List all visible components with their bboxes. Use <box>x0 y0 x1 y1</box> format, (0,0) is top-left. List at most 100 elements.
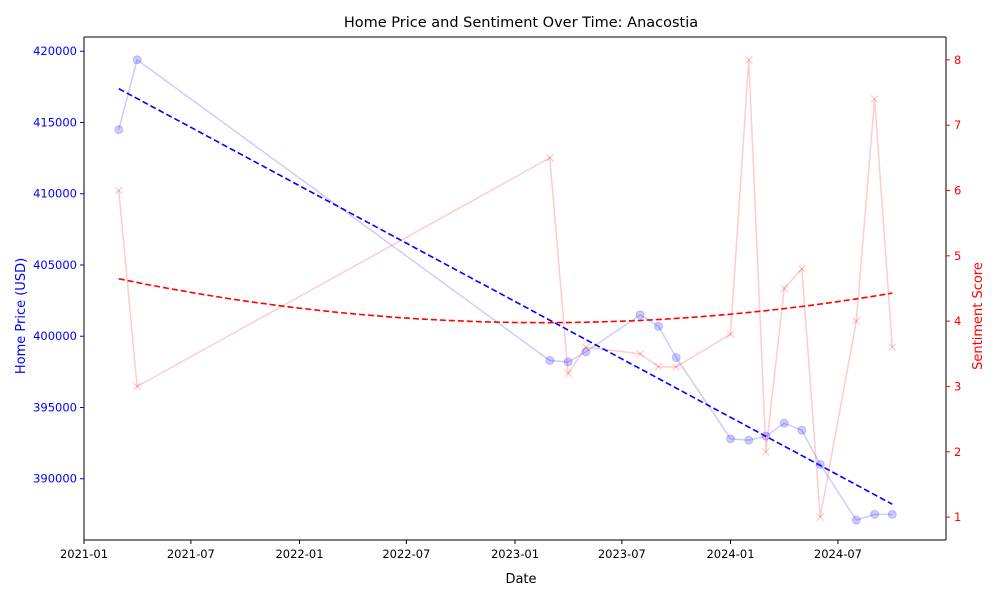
sentiment-marker-stroke <box>672 363 681 371</box>
sentiment-marker-stroke <box>726 330 735 339</box>
sentiment-point <box>114 186 123 195</box>
y-left-tick-label: 415000 <box>33 115 77 129</box>
sentiment-marker-stroke <box>636 349 645 358</box>
sentiment-marker-stroke <box>564 369 572 378</box>
sentiment-marker-stroke <box>762 447 770 456</box>
x-axis-label: Date <box>505 572 536 587</box>
sentiment-marker-stroke <box>852 317 861 326</box>
sentiment-point <box>726 330 735 339</box>
x-tick-label: 2024-01 <box>706 547 754 561</box>
home-price-point <box>563 357 573 367</box>
y-right-tick-label: 3 <box>954 379 961 393</box>
y-left-tick-label: 390000 <box>33 472 77 486</box>
sentiment-point <box>636 349 645 358</box>
sentiment-marker-stroke <box>654 363 663 371</box>
sentiment-marker-stroke <box>672 363 681 371</box>
sentiment-marker-stroke <box>545 153 554 162</box>
sentiment-marker-stroke <box>798 265 806 273</box>
sentiment-marker-stroke <box>816 513 825 521</box>
x-tick-label: 2021-07 <box>167 547 215 561</box>
sentiment-point <box>780 284 789 293</box>
home-price-point <box>851 515 861 525</box>
y-right-tick-label: 1 <box>954 510 961 524</box>
home-price-trendline <box>118 87 893 505</box>
sentiment-point <box>133 382 141 391</box>
sentiment-marker-stroke <box>780 284 789 293</box>
sentiment-marker-stroke <box>744 56 753 64</box>
sentiment-point <box>654 363 663 371</box>
y-right-tick-label: 5 <box>954 249 961 263</box>
sentiment-point <box>762 447 770 456</box>
home-price-point <box>114 125 124 135</box>
sentiment-marker-stroke <box>581 343 590 352</box>
y-left-tick-label: 395000 <box>33 400 77 414</box>
sentiment-point <box>870 95 879 103</box>
sentiment-marker-stroke <box>564 369 572 378</box>
sentiment-marker-stroke <box>133 382 141 391</box>
home-price-point <box>653 321 663 331</box>
x-tick-label: 2024-07 <box>814 547 862 561</box>
y-right-tick-label: 7 <box>954 118 961 132</box>
home-price-point <box>671 353 681 363</box>
x-tick-label: 2021-01 <box>60 547 108 561</box>
sentiment-point <box>564 369 572 378</box>
home-price-point <box>635 310 645 320</box>
y-left-tick-label: 405000 <box>33 258 77 272</box>
home-price-series <box>114 55 897 525</box>
y-axis-left-label: Home Price (USD) <box>14 258 29 374</box>
sentiment-marker-stroke <box>780 284 789 293</box>
sentiment-marker-stroke <box>636 349 645 358</box>
sentiment-series <box>114 56 897 521</box>
y-right-tick-label: 8 <box>954 53 961 67</box>
sentiment-marker-stroke <box>762 447 770 456</box>
y-right-tick-label: 2 <box>954 445 961 459</box>
home-price-point <box>797 425 807 435</box>
sentiment-point <box>816 513 825 521</box>
sentiment-trendline <box>118 278 893 324</box>
y-left-tick-label: 400000 <box>33 329 77 343</box>
sentiment-marker-stroke <box>870 95 879 103</box>
home-price-point <box>887 509 897 519</box>
y-axis-right-label: Sentiment Score <box>971 262 986 370</box>
x-tick-label: 2022-07 <box>382 547 430 561</box>
sentiment-marker-stroke <box>726 330 735 339</box>
sentiment-marker-stroke <box>114 186 123 195</box>
sentiment-marker-stroke <box>816 513 825 521</box>
sentiment-marker-stroke <box>654 363 663 371</box>
home-price-point <box>726 434 735 444</box>
sentiment-marker-stroke <box>852 317 861 326</box>
y-left-tick-label: 410000 <box>33 187 77 201</box>
x-tick-label: 2023-07 <box>598 547 646 561</box>
sentiment-point <box>672 363 681 371</box>
home-price-point <box>581 347 591 357</box>
sentiment-point <box>852 317 861 326</box>
sentiment-marker-stroke <box>744 56 753 64</box>
sentiment-marker-stroke <box>798 265 806 273</box>
sentiment-marker-stroke <box>114 186 123 195</box>
sentiment-point <box>888 343 897 352</box>
x-tick-label: 2022-01 <box>275 547 323 561</box>
y-left-tick-label: 420000 <box>33 44 77 58</box>
chart-title: Home Price and Sentiment Over Time: Anac… <box>344 15 698 31</box>
home-price-point <box>779 418 789 428</box>
y-right-tick-label: 4 <box>954 314 961 328</box>
y-right-tick-label: 6 <box>954 184 961 198</box>
home-price-line <box>118 58 893 521</box>
sentiment-marker-stroke <box>888 343 897 352</box>
sentiment-point <box>744 56 753 64</box>
sentiment-point <box>798 265 806 273</box>
sentiment-point <box>545 153 554 162</box>
sentiment-marker-stroke <box>133 382 141 391</box>
x-tick-label: 2023-01 <box>491 547 539 561</box>
home-price-point <box>815 459 825 469</box>
sentiment-marker-stroke <box>870 95 879 103</box>
home-price-point <box>545 355 555 365</box>
sentiment-marker-stroke <box>581 343 590 352</box>
sentiment-marker-stroke <box>888 343 897 352</box>
home-price-point <box>744 435 754 445</box>
sentiment-line <box>118 59 894 518</box>
sentiment-marker-stroke <box>545 153 554 162</box>
